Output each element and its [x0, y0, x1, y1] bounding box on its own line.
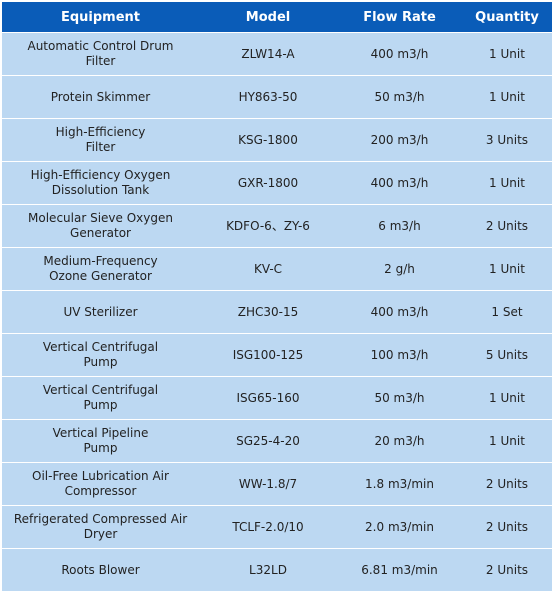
equipment-name: Molecular Sieve Oxygen Generator: [28, 211, 173, 240]
cell-flow-rate: 6.81 m3/min: [337, 548, 462, 591]
cell-quantity: 1 Unit: [462, 75, 552, 119]
cell-quantity: 1 Unit: [462, 419, 552, 463]
table-row: Protein Skimmer HY863-50 50 m3/h 1 Unit: [2, 75, 552, 119]
cell-model: SG25-4-20: [199, 419, 337, 463]
equipment-name: Protein Skimmer: [50, 89, 151, 104]
table-header-row: Equipment Model Flow Rate Quantity: [2, 2, 552, 33]
cell-flow-rate: 50 m3/h: [337, 75, 462, 119]
cell-quantity: 2 Units: [462, 505, 552, 549]
cell-model: TCLF-2.0/10: [199, 505, 337, 549]
cell-model: HY863-50: [199, 75, 337, 119]
cell-equipment: Vertical Centrifugal Pump: [2, 333, 199, 377]
cell-flow-rate: 200 m3/h: [337, 118, 462, 162]
equipment-name: Automatic Control Drum Filter: [27, 39, 174, 68]
header-quantity: Quantity: [462, 2, 552, 33]
table-row: Vertical Pipeline Pump SG25-4-20 20 m3/h…: [2, 419, 552, 463]
cell-quantity: 1 Set: [462, 290, 552, 334]
cell-equipment: Automatic Control Drum Filter: [2, 32, 199, 76]
table-row: High-Efficiency Filter KSG-1800 200 m3/h…: [2, 118, 552, 162]
cell-quantity: 2 Units: [462, 548, 552, 591]
table-row: UV Sterilizer ZHC30-15 400 m3/h 1 Set: [2, 290, 552, 334]
equipment-name: High-Efficiency Oxygen Dissolution Tank: [30, 168, 171, 197]
cell-flow-rate: 6 m3/h: [337, 204, 462, 248]
cell-model: KDFO-6、ZY-6: [199, 204, 337, 248]
cell-equipment: Protein Skimmer: [2, 75, 199, 119]
cell-quantity: 2 Units: [462, 204, 552, 248]
cell-equipment: Vertical Centrifugal Pump: [2, 376, 199, 420]
table-row: Medium-Frequency Ozone Generator KV-C 2 …: [2, 247, 552, 291]
equipment-name: Roots Blower: [61, 562, 140, 577]
table-row: Vertical Centrifugal Pump ISG100-125 100…: [2, 333, 552, 377]
equipment-name: Oil-Free Lubrication Air Compressor: [32, 469, 169, 498]
cell-model: ISG100-125: [199, 333, 337, 377]
equipment-name: High-Efficiency Filter: [55, 125, 146, 154]
cell-quantity: 1 Unit: [462, 247, 552, 291]
cell-equipment: UV Sterilizer: [2, 290, 199, 334]
header-model: Model: [199, 2, 337, 33]
cell-quantity: 1 Unit: [462, 32, 552, 76]
table-row: Refrigerated Compressed Air Dryer TCLF-2…: [2, 505, 552, 549]
cell-model: ZHC30-15: [199, 290, 337, 334]
cell-flow-rate: 400 m3/h: [337, 32, 462, 76]
cell-flow-rate: 1.8 m3/min: [337, 462, 462, 506]
cell-equipment: Medium-Frequency Ozone Generator: [2, 247, 199, 291]
cell-model: L32LD: [199, 548, 337, 591]
equipment-name: Medium-Frequency Ozone Generator: [43, 254, 158, 283]
table-row: Automatic Control Drum Filter ZLW14-A 40…: [2, 32, 552, 76]
cell-model: ISG65-160: [199, 376, 337, 420]
cell-quantity: 3 Units: [462, 118, 552, 162]
cell-equipment: Molecular Sieve Oxygen Generator: [2, 204, 199, 248]
cell-model: WW-1.8/7: [199, 462, 337, 506]
cell-equipment: Refrigerated Compressed Air Dryer: [2, 505, 199, 549]
cell-equipment: High-Efficiency Filter: [2, 118, 199, 162]
cell-quantity: 2 Units: [462, 462, 552, 506]
cell-flow-rate: 50 m3/h: [337, 376, 462, 420]
table-row: Molecular Sieve Oxygen Generator KDFO-6、…: [2, 204, 552, 248]
cell-flow-rate: 2 g/h: [337, 247, 462, 291]
equipment-name: Vertical Centrifugal Pump: [42, 340, 159, 369]
cell-model: ZLW14-A: [199, 32, 337, 76]
equipment-name: Refrigerated Compressed Air Dryer: [13, 512, 188, 541]
cell-quantity: 1 Unit: [462, 376, 552, 420]
cell-model: KV-C: [199, 247, 337, 291]
header-flow-rate: Flow Rate: [337, 2, 462, 33]
cell-equipment: High-Efficiency Oxygen Dissolution Tank: [2, 161, 199, 205]
cell-flow-rate: 400 m3/h: [337, 290, 462, 334]
equipment-name: Vertical Pipeline Pump: [52, 426, 149, 455]
cell-model: KSG-1800: [199, 118, 337, 162]
cell-quantity: 1 Unit: [462, 161, 552, 205]
cell-flow-rate: 20 m3/h: [337, 419, 462, 463]
cell-model: GXR-1800: [199, 161, 337, 205]
table-row: Roots Blower L32LD 6.81 m3/min 2 Units: [2, 548, 552, 591]
table-row: Oil-Free Lubrication Air Compressor WW-1…: [2, 462, 552, 506]
cell-equipment: Roots Blower: [2, 548, 199, 591]
cell-equipment: Vertical Pipeline Pump: [2, 419, 199, 463]
cell-equipment: Oil-Free Lubrication Air Compressor: [2, 462, 199, 506]
cell-flow-rate: 400 m3/h: [337, 161, 462, 205]
header-equipment: Equipment: [2, 2, 199, 33]
table-row: High-Efficiency Oxygen Dissolution Tank …: [2, 161, 552, 205]
cell-flow-rate: 100 m3/h: [337, 333, 462, 377]
equipment-name: UV Sterilizer: [63, 304, 138, 319]
cell-flow-rate: 2.0 m3/min: [337, 505, 462, 549]
table-row: Vertical Centrifugal Pump ISG65-160 50 m…: [2, 376, 552, 420]
cell-quantity: 5 Units: [462, 333, 552, 377]
equipment-name: Vertical Centrifugal Pump: [42, 383, 159, 412]
